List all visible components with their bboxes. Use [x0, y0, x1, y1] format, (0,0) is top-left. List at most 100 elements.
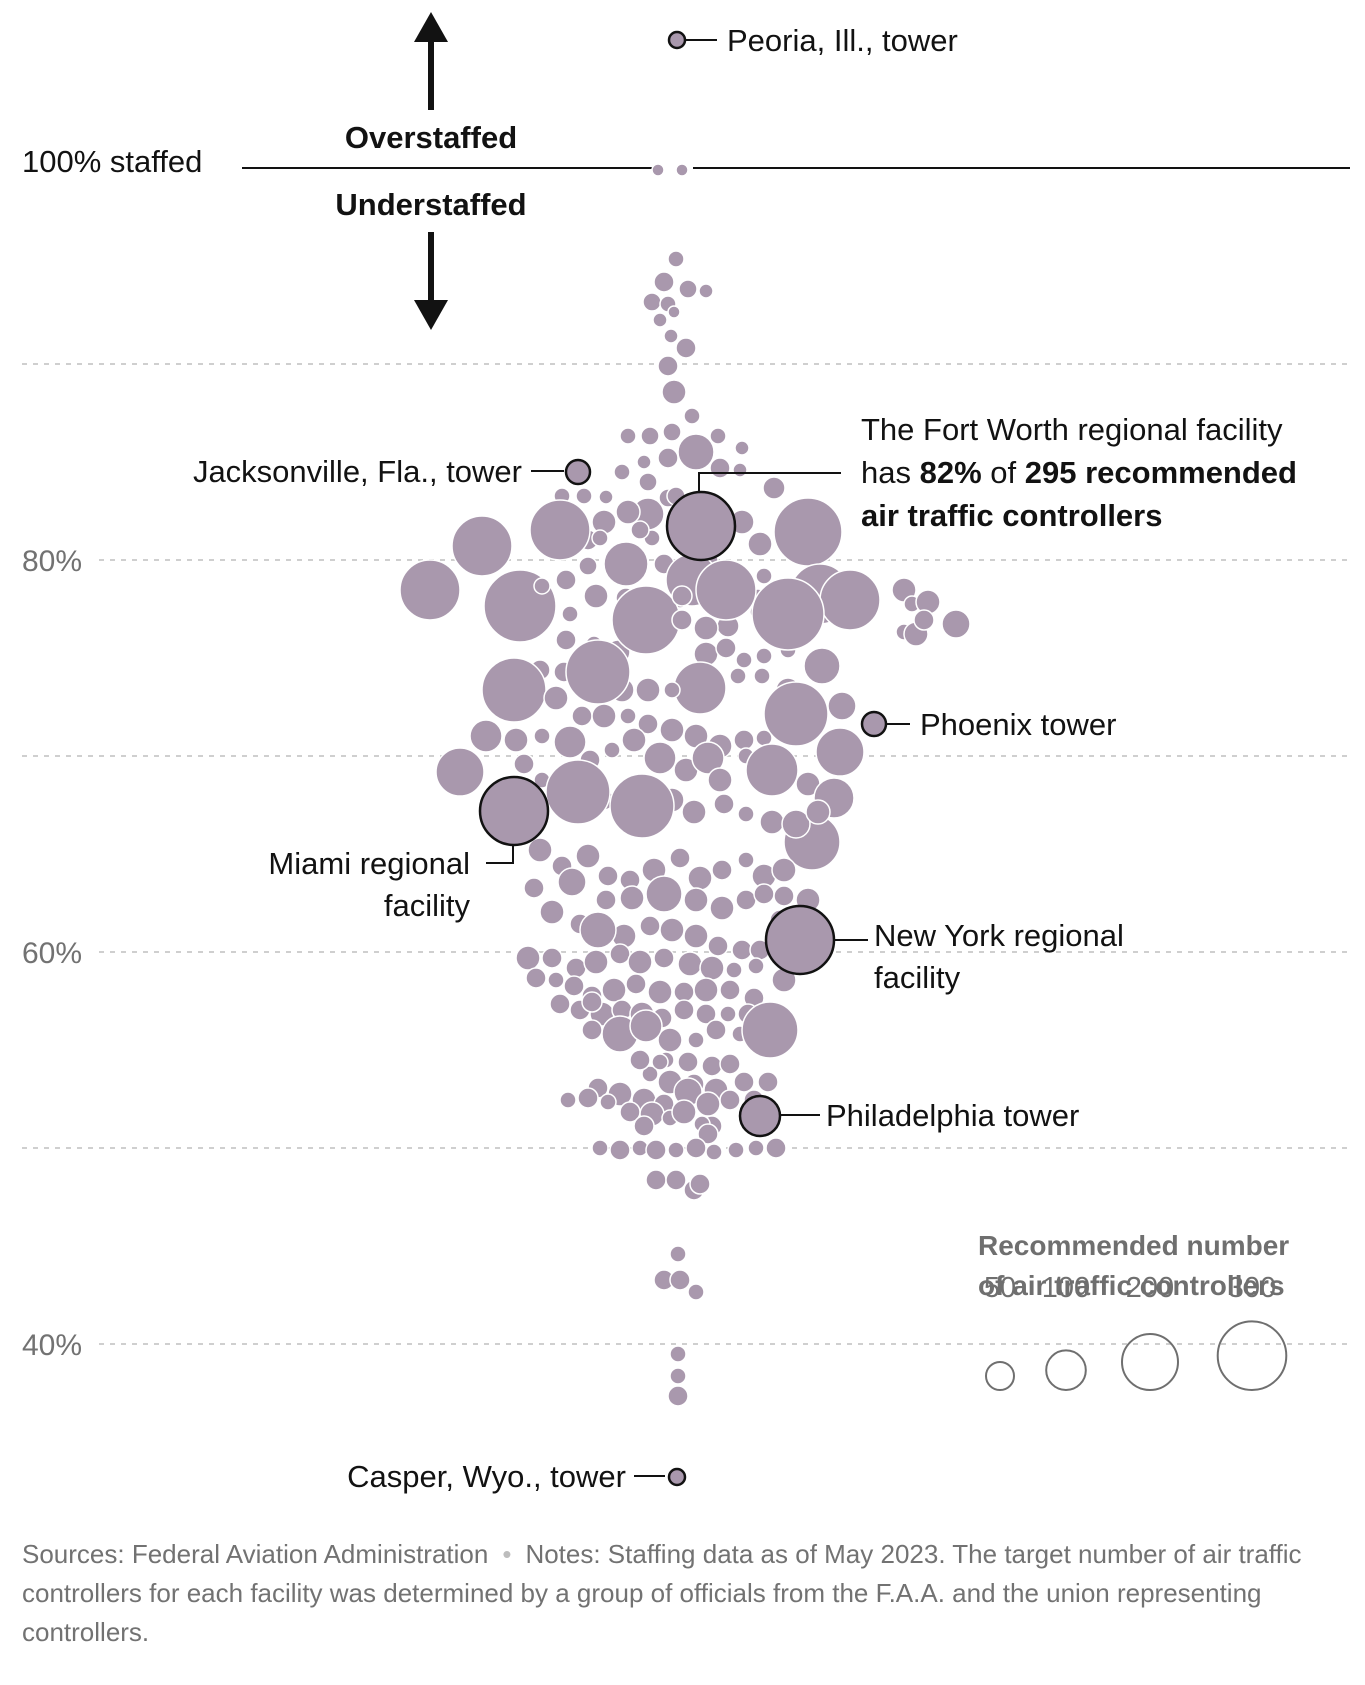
- facility-bubble: [597, 865, 619, 887]
- legend-circle: [985, 1361, 1015, 1391]
- facility-bubble: [719, 1089, 741, 1111]
- footer-separator: •: [502, 1539, 512, 1569]
- facility-bubble: [627, 949, 653, 975]
- facility-bubble: [687, 1283, 705, 1301]
- facility-bubble: [709, 457, 731, 479]
- new-york-bubble: [764, 904, 836, 976]
- y-tick-label: 80%: [22, 545, 82, 578]
- facility-bubble: [763, 681, 829, 747]
- facility-bubble: [661, 379, 687, 405]
- facility-bubble: [581, 1019, 603, 1041]
- facility-bubble: [645, 875, 683, 913]
- facility-bubble: [667, 1141, 685, 1159]
- facility-bubble: [657, 1027, 683, 1053]
- annotation-phoenix: Phoenix tower: [920, 707, 1116, 742]
- understaffed-label: Understaffed: [335, 187, 526, 222]
- facility-bubble: [697, 1123, 719, 1145]
- facility-bubble: [755, 647, 773, 665]
- casper-bubble: [667, 1467, 687, 1487]
- facility-bubble: [599, 1093, 617, 1111]
- facility-bubble: [657, 355, 679, 377]
- facility-bubble: [913, 609, 935, 631]
- facility-bubble: [659, 717, 685, 743]
- annotation-new-york-line2: facility: [874, 960, 961, 995]
- facility-bubble: [695, 559, 757, 621]
- beeswarm-chart: 40% 60% 80% 100% staffed Overstaffed Under…: [22, 12, 1350, 1494]
- facility-bubble: [773, 497, 843, 567]
- facility-bubble: [683, 887, 709, 913]
- facility-bubble: [603, 541, 649, 587]
- legend-circle: [1045, 1349, 1087, 1392]
- facility-bubble: [575, 843, 601, 869]
- facility-bubble: [699, 955, 725, 981]
- facility-bubble: [659, 917, 685, 943]
- facility-bubble: [451, 515, 513, 577]
- facility-bubble: [815, 727, 865, 777]
- facility-bubble: [609, 773, 675, 839]
- facility-bubble: [549, 993, 571, 1015]
- facility-bubble: [715, 637, 737, 659]
- facility-bubble: [709, 427, 727, 445]
- facility-bubble: [667, 1385, 689, 1407]
- facility-bubble: [647, 979, 673, 1005]
- fort-worth-bubble: [665, 490, 737, 562]
- facility-bubble: [630, 520, 650, 540]
- facility-bubbles: [399, 163, 971, 1407]
- facility-bubble: [619, 707, 637, 725]
- facility-bubble: [689, 1173, 711, 1195]
- facility-bubble: [665, 1169, 687, 1191]
- facility-bubble: [669, 847, 691, 869]
- facility-bubble: [713, 793, 735, 815]
- facility-bubble: [827, 691, 857, 721]
- facility-bubble: [695, 1003, 717, 1025]
- annotation-fort-worth-line1: The Fort Worth regional facility: [861, 412, 1283, 447]
- annotation-new-york-line1: New York regional: [874, 918, 1124, 953]
- facility-bubble: [609, 943, 631, 965]
- peoria-bubble: [667, 30, 687, 50]
- phoenix-bubble: [860, 710, 888, 738]
- facility-bubble: [677, 951, 703, 977]
- legend-label: 50: [984, 1272, 1016, 1304]
- facility-bubble: [657, 447, 679, 469]
- facility-bubble: [653, 271, 675, 293]
- annotation-miami-line1: Miami regional: [268, 846, 470, 881]
- facility-bubble: [762, 476, 786, 500]
- facility-bubble: [555, 569, 577, 591]
- facility-bubble: [725, 961, 743, 979]
- facility-bubble: [591, 1139, 609, 1157]
- facility-bubble: [523, 877, 545, 899]
- facility-bubble: [553, 725, 587, 759]
- facility-bubble: [609, 1139, 631, 1161]
- facility-bubble: [677, 1051, 699, 1073]
- facility-bubble: [619, 427, 637, 445]
- overstaffed-label: Overstaffed: [345, 120, 517, 155]
- facility-bubble: [651, 1053, 669, 1071]
- facility-bubble: [615, 499, 641, 525]
- jacksonville-bubble: [564, 458, 592, 486]
- facility-bubble: [757, 1071, 779, 1093]
- annotation-jacksonville: Jacksonville, Fla., tower: [193, 454, 522, 489]
- facility-bubble: [771, 857, 797, 883]
- facility-bubble: [707, 767, 733, 793]
- facility-bubble: [803, 647, 841, 685]
- facility-bubble: [719, 1005, 737, 1023]
- miami-bubble: [478, 775, 550, 847]
- facility-bubble: [629, 1009, 663, 1043]
- facility-bubble: [598, 489, 614, 505]
- facility-bubble: [613, 463, 631, 481]
- facility-bubble: [469, 719, 503, 753]
- facility-bubble: [737, 805, 755, 823]
- facility-bubble: [583, 583, 609, 609]
- highlighted-bubbles: [478, 30, 888, 1487]
- facility-bubble: [503, 727, 529, 753]
- facility-bubble: [565, 639, 631, 705]
- legend-title-line1: Recommended number: [978, 1230, 1289, 1261]
- facility-bubble: [673, 661, 727, 715]
- facility-bubble: [637, 713, 659, 735]
- facility-bubble: [683, 923, 709, 949]
- facility-bubble: [543, 685, 569, 711]
- facility-bubble: [759, 809, 785, 835]
- facility-bubble: [653, 947, 675, 969]
- facility-bubble: [745, 743, 799, 797]
- footer: Sources: Federal Aviation Administration…: [22, 1535, 1342, 1652]
